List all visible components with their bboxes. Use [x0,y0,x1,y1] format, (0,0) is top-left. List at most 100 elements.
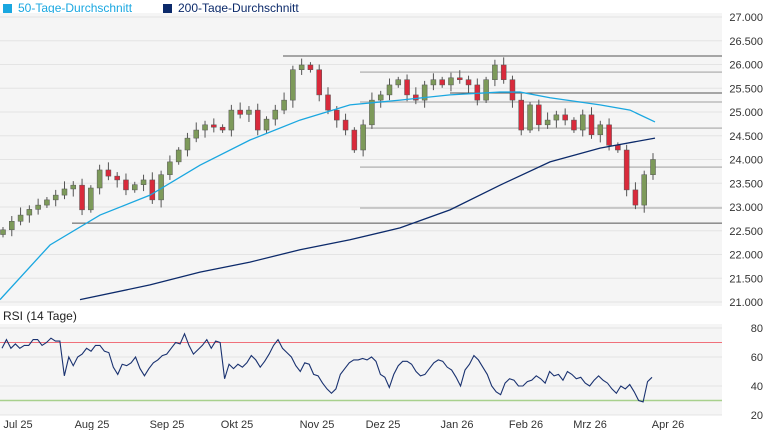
y-tick-label: 26.500 [729,36,763,48]
candle [263,118,270,131]
candle [254,109,261,131]
candle [536,104,542,126]
candle [404,79,410,96]
candle [562,114,568,121]
candle [597,124,604,136]
candle [334,109,340,121]
legend-ma50[interactable]: 50-Tage-Durchschnitt [3,1,132,15]
candle [17,214,24,222]
candle [96,169,103,189]
x-tick-label: Jan 26 [440,419,473,430]
legend-label: 50-Tage-Durchschnitt [18,1,133,15]
y-tick-label: 22.500 [729,226,763,238]
candle [360,124,366,151]
candle [430,79,437,86]
x-tick-label: Dez 25 [366,419,401,430]
candle [175,149,182,163]
candle [500,64,507,80]
candle [632,189,639,206]
candle [149,179,156,201]
candle [377,94,384,101]
legend-ma200[interactable]: 200-Tage-Durchschnitt [163,1,299,15]
x-tick-label: Okt 25 [221,419,253,430]
candle [474,84,481,101]
candle [35,204,41,210]
y-tick-label: 22.000 [729,250,763,262]
candle [290,69,296,101]
candle [228,109,235,131]
x-tick-label: Nov 25 [300,419,335,430]
candle [588,114,595,136]
candle [140,179,147,185]
rsi-y-tick-label: 40 [751,381,763,393]
candle [413,94,419,101]
candle [465,79,472,86]
candle [281,99,287,111]
candle [307,64,314,70]
candle [193,129,199,139]
candle [457,77,463,80]
candle [483,79,489,101]
y-tick-label: 26.000 [729,60,763,72]
candle [439,79,445,86]
legend-swatch-icon [163,3,172,13]
x-tick-label: Aug 25 [75,419,110,430]
candle [527,104,533,131]
candle [509,79,516,101]
candle [421,84,428,101]
candle [52,194,59,201]
y-tick-label: 23.500 [729,178,763,190]
candle [298,64,305,70]
candle [167,161,173,175]
candle [246,109,252,115]
candle [79,184,85,211]
candle [114,175,120,181]
candle [342,119,349,131]
candle [544,119,551,126]
candle [606,124,612,146]
candle [44,199,50,206]
candle [492,64,498,80]
candle [369,99,375,126]
candle [211,124,217,128]
rsi-y-tick-label: 80 [751,323,763,335]
candle [123,179,129,191]
candle [9,221,15,231]
rsi-line [1,332,653,403]
candle [70,184,77,190]
candle [553,114,560,121]
candle [88,187,94,211]
rsi-plot-area [0,324,722,415]
candle [316,69,322,96]
candle [650,159,656,175]
y-tick-label: 27.000 [729,12,763,24]
candle [395,79,402,86]
candle [105,169,112,177]
y-tick-label: 21.000 [729,297,763,309]
y-tick-label: 21.500 [729,273,763,285]
candle [641,174,647,206]
candle [518,99,524,131]
candle [0,229,6,235]
y-tick-label: 24.000 [729,155,763,167]
candle [272,109,279,120]
candle [325,94,331,111]
candle [615,145,621,151]
candle [219,126,226,131]
y-tick-label: 25.000 [729,107,763,119]
candle [571,119,577,131]
x-tick-label: Feb 26 [509,419,543,430]
rsi-y-tick-label: 60 [751,352,763,364]
x-tick-label: Jul 25 [3,419,32,430]
rsi-title: RSI (14 Tage) [3,309,77,323]
legend-label: 200-Tage-Durchschnitt [178,1,299,15]
ma50-line [0,91,656,301]
x-tick-label: Mrz 26 [573,419,607,430]
candle [579,114,586,131]
candle [623,149,630,191]
candle [132,184,138,191]
candle [202,124,208,131]
y-tick-label: 25.500 [729,83,763,95]
